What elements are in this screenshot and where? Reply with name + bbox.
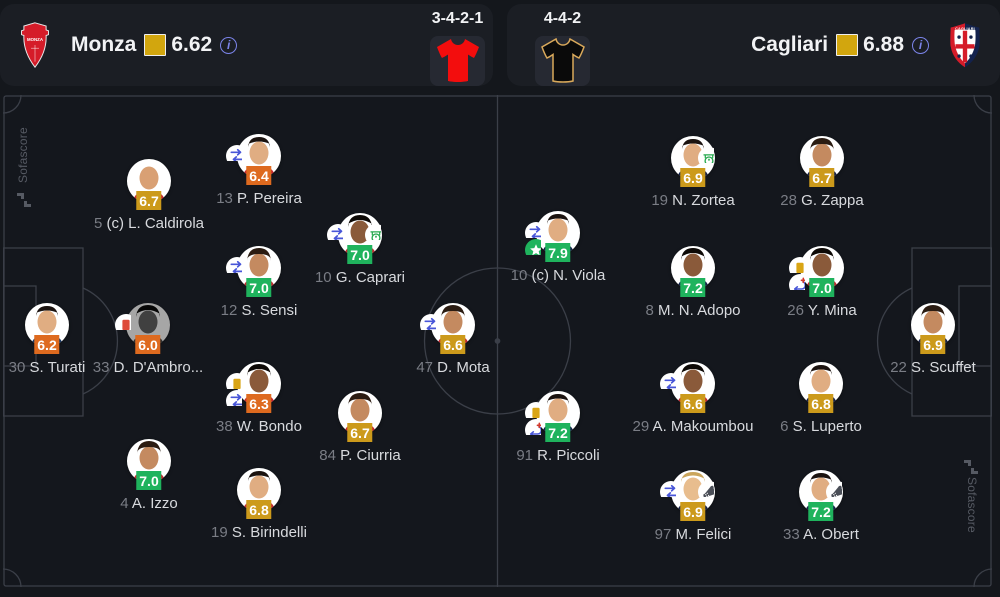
svg-text:CAGLIARI: CAGLIARI [955, 27, 975, 31]
svg-text:MONZA: MONZA [27, 37, 44, 42]
